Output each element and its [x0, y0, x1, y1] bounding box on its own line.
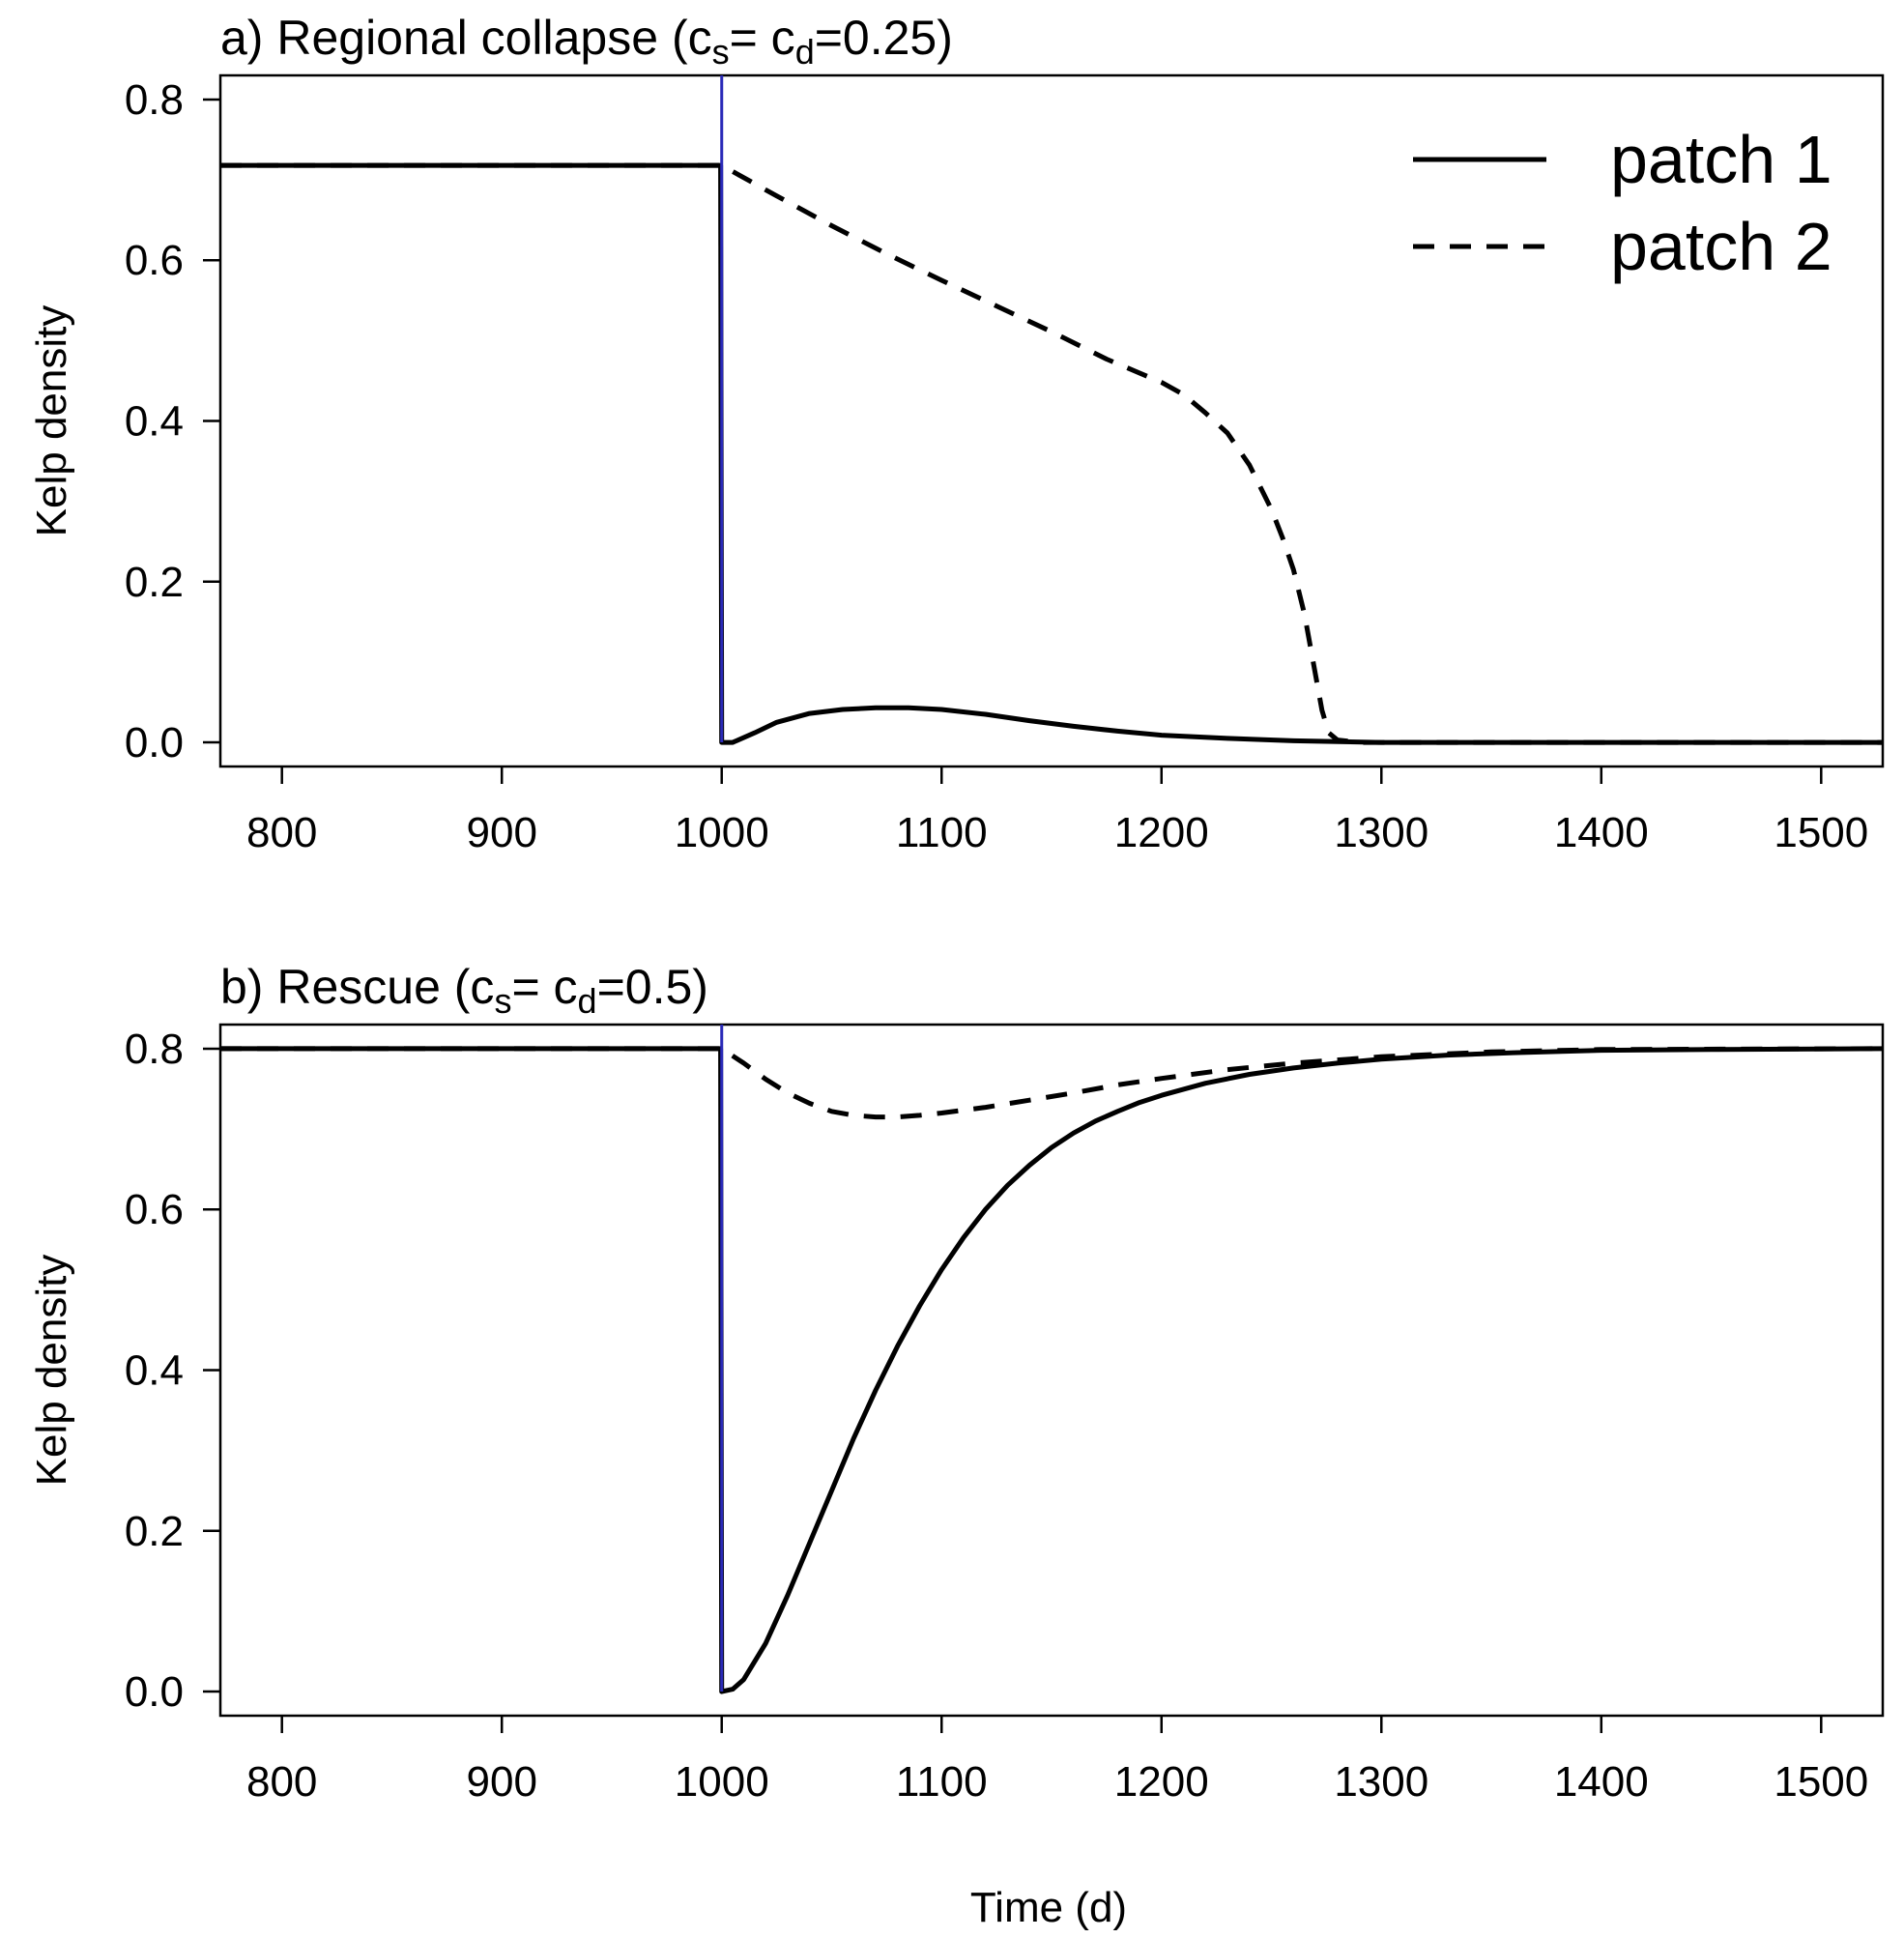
- y-tick-label: 0.2: [125, 1508, 184, 1555]
- panel-title-part: d: [578, 981, 597, 1021]
- y-tick-label: 0.4: [125, 1347, 184, 1395]
- panel-title-part: s: [494, 981, 511, 1021]
- panel-title-part: = c: [511, 960, 577, 1014]
- panel-title-part: = c: [730, 11, 795, 65]
- x-tick-label: 1200: [1114, 809, 1209, 856]
- legend-label: patch 2: [1610, 209, 1832, 284]
- x-tick-label: 1100: [896, 809, 988, 856]
- x-tick-label: 1000: [675, 1758, 769, 1806]
- y-axis-title: Kelp density: [28, 1255, 75, 1487]
- y-tick-label: 0.8: [125, 76, 184, 124]
- x-tick-label: 1400: [1554, 809, 1649, 856]
- x-tick-label: 800: [246, 1758, 317, 1806]
- series-line-patch-1: [220, 162, 1883, 745]
- panel-title-part: a) Regional collapse (c: [220, 11, 712, 65]
- panel-title-part: =0.5): [597, 960, 708, 1014]
- x-tick-label: 1500: [1774, 809, 1868, 856]
- panel-title-part: =0.25): [815, 11, 953, 65]
- panel-title: b) Rescue (cs= cd=0.5): [220, 960, 708, 1021]
- x-tick-label: 800: [246, 809, 317, 856]
- panel-title-part: b) Rescue (c: [220, 960, 494, 1014]
- panel-a-regional-collapse: a) Regional collapse (cs= cd=0.25) 0.0 0.2…: [28, 11, 1885, 856]
- x-tick-label: 1300: [1334, 1758, 1428, 1806]
- panel-title-part: d: [795, 32, 815, 72]
- x-tick-label: 1000: [675, 809, 769, 856]
- panel-title-part: s: [712, 32, 730, 72]
- plot-frame: [218, 1023, 1885, 1718]
- legend-label: patch 1: [1610, 122, 1832, 197]
- x-tick-label: 900: [467, 1758, 537, 1806]
- series-line-patch-1: [220, 1046, 1883, 1694]
- y-tick-label: 0.8: [125, 1026, 184, 1073]
- x-tick-label: 1200: [1114, 1758, 1209, 1806]
- panel-b-rescue: b) Rescue (cs= cd=0.5) 0.0 0.2 0.4 0.6 0.8 800…: [28, 960, 1885, 1806]
- y-tick-label: 0.4: [125, 398, 184, 446]
- series-line-patch-2: [220, 162, 1883, 745]
- y-tick-label: 0.0: [125, 1668, 184, 1716]
- x-tick-label: 1500: [1774, 1758, 1868, 1806]
- y-tick-label: 0.6: [125, 1186, 184, 1233]
- x-tick-label: 900: [467, 809, 537, 856]
- x-tick-label: 1100: [896, 1758, 988, 1806]
- panel-title: a) Regional collapse (cs= cd=0.25): [220, 11, 953, 72]
- x-tick-label: 1400: [1554, 1758, 1649, 1806]
- y-axis-title: Kelp density: [28, 305, 75, 537]
- series-line-patch-2: [220, 1046, 1883, 1120]
- plot-area: [220, 1025, 1883, 1694]
- plot-area: [220, 75, 1883, 745]
- y-tick-label: 0.6: [125, 237, 184, 284]
- y-tick-label: 0.2: [125, 559, 184, 606]
- x-axis-title: Time (d): [970, 1884, 1127, 1931]
- y-tick-label: 0.0: [125, 719, 184, 767]
- x-tick-label: 1300: [1334, 809, 1428, 856]
